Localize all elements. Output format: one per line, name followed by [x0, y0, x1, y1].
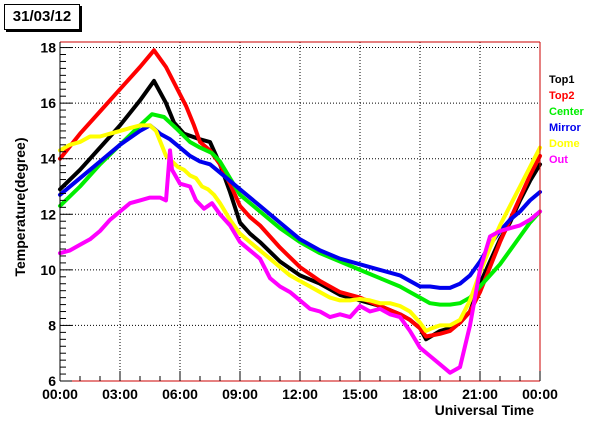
chart-date-title: 31/03/12: [4, 4, 80, 30]
y-tick-label: 14: [40, 151, 56, 167]
x-tick-label: 12:00: [282, 386, 318, 402]
series-line-top2: [58, 48, 542, 339]
y-tick-label: 6: [48, 373, 56, 389]
axes: [59, 41, 541, 382]
x-tick-label: 21:00: [462, 386, 498, 402]
y-tick-label: 18: [40, 40, 56, 56]
x-tick-label: 00:00: [42, 386, 78, 402]
legend-entry-center: Center: [549, 106, 584, 118]
series-line-center: [58, 112, 542, 307]
legend-entry-top2: Top2: [549, 90, 575, 102]
x-tick-label: 00:00: [522, 386, 558, 402]
y-tick-label: 8: [48, 317, 56, 333]
legend-entry-top1: Top1: [549, 74, 575, 86]
series-line-dome: [58, 123, 542, 333]
legend-entry-mirror: Mirror: [549, 122, 581, 134]
y-tick-label: 12: [40, 206, 56, 222]
tick-labels: 00:00 03:00 06:00 09:00 12:00 15:00 18:00 21:00…: [40, 40, 558, 402]
series-line-out: [58, 148, 542, 375]
x-tick-label: 15:00: [342, 386, 378, 402]
legend: Top1 Top2 Center Mirror Dome Out: [549, 72, 595, 168]
series-lines: [58, 48, 542, 375]
x-tick-label: 18:00: [402, 386, 438, 402]
y-tick-label: 10: [40, 262, 56, 278]
y-tick-label: 16: [40, 95, 56, 111]
grid: [60, 42, 540, 382]
series-line-mirror: [58, 123, 542, 290]
x-tick-label: 06:00: [162, 386, 198, 402]
legend-entry-dome: Dome: [549, 138, 580, 150]
x-tick-label: 09:00: [222, 386, 258, 402]
x-axis-label: Universal Time: [435, 402, 535, 418]
y-axis-label: Temperature(degree): [12, 137, 28, 276]
x-tick-label: 03:00: [102, 386, 138, 402]
legend-entry-out: Out: [549, 154, 568, 166]
